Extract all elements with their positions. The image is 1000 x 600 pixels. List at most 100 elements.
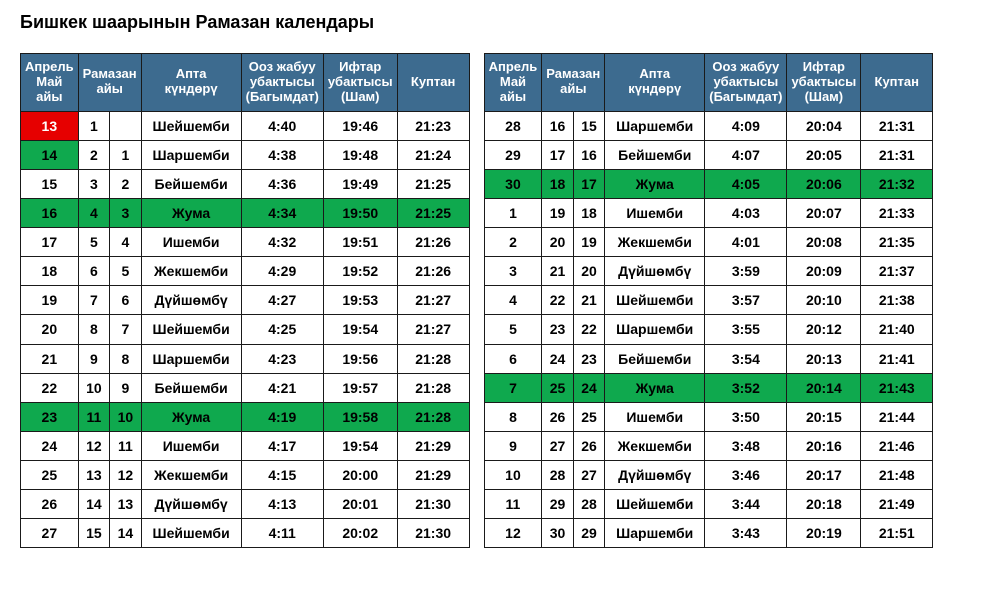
table-row: 82625Ишемби3:5020:1521:44 — [484, 402, 933, 431]
cell-suhur: 4:32 — [241, 228, 323, 257]
cell-kuptan: 21:29 — [397, 431, 469, 460]
table-row: 1643Жума4:3419:5021:25 — [21, 199, 470, 228]
cell-date: 5 — [484, 315, 542, 344]
cell-weekday: Шейшемби — [141, 519, 241, 548]
cell-weekday: Бейшемби — [605, 344, 705, 373]
cell-ram1: 17 — [542, 140, 573, 169]
cell-ram1: 15 — [78, 519, 109, 548]
table-row: 72524Жума3:5220:1421:43 — [484, 373, 933, 402]
cell-weekday: Шаршемби — [141, 344, 241, 373]
cell-suhur: 4:27 — [241, 286, 323, 315]
cell-ram2: 7 — [110, 315, 141, 344]
th-kuptan: Куптан — [861, 54, 933, 112]
cell-ram1: 23 — [542, 315, 573, 344]
cell-ram1: 5 — [78, 228, 109, 257]
cell-ram2: 26 — [573, 431, 604, 460]
cell-suhur: 4:01 — [705, 228, 787, 257]
cell-weekday: Дүйшөмбү — [141, 286, 241, 315]
calendar-tables: АпрельМайайы Рамазанайы Аптакүндөрү Ооз … — [20, 53, 980, 548]
cell-date: 17 — [21, 228, 79, 257]
table-row: 102827Дүйшөмбү3:4620:1721:48 — [484, 460, 933, 489]
cell-weekday: Дүйшөмбү — [605, 460, 705, 489]
cell-date: 2 — [484, 228, 542, 257]
cell-iftar: 20:01 — [323, 490, 397, 519]
cell-ram1: 9 — [78, 344, 109, 373]
cell-suhur: 3:46 — [705, 460, 787, 489]
cell-suhur: 4:40 — [241, 111, 323, 140]
cell-iftar: 19:48 — [323, 140, 397, 169]
cell-ram1: 11 — [78, 402, 109, 431]
cell-kuptan: 21:40 — [861, 315, 933, 344]
cell-iftar: 20:07 — [787, 199, 861, 228]
cell-kuptan: 21:28 — [397, 344, 469, 373]
cell-suhur: 3:48 — [705, 431, 787, 460]
cell-weekday: Бейшемби — [605, 140, 705, 169]
cell-weekday: Жекшемби — [605, 228, 705, 257]
cell-iftar: 19:49 — [323, 170, 397, 199]
cell-weekday: Шейшемби — [605, 286, 705, 315]
cell-ram1: 14 — [78, 490, 109, 519]
cell-date: 16 — [21, 199, 79, 228]
cell-kuptan: 21:51 — [861, 519, 933, 548]
cell-iftar: 20:00 — [323, 460, 397, 489]
cell-ram2: 21 — [573, 286, 604, 315]
cell-ram1: 28 — [542, 460, 573, 489]
cell-kuptan: 21:49 — [861, 490, 933, 519]
cell-kuptan: 21:37 — [861, 257, 933, 286]
cell-weekday: Шейшемби — [605, 490, 705, 519]
table-row: 32120Дүйшөмбү3:5920:0921:37 — [484, 257, 933, 286]
th-ramazan: Рамазанайы — [78, 54, 141, 112]
cell-weekday: Шейшемби — [141, 315, 241, 344]
cell-iftar: 20:15 — [787, 402, 861, 431]
cell-iftar: 20:12 — [787, 315, 861, 344]
cell-iftar: 19:52 — [323, 257, 397, 286]
cell-ram1: 12 — [78, 431, 109, 460]
cell-suhur: 4:11 — [241, 519, 323, 548]
th-suhur: Ооз жабууубактысы(Багымдат) — [241, 54, 323, 112]
cell-date: 14 — [21, 140, 79, 169]
th-iftar: Ифтарубактысы(Шам) — [323, 54, 397, 112]
cell-iftar: 20:17 — [787, 460, 861, 489]
cell-ram2: 9 — [110, 373, 141, 402]
cell-weekday: Жекшемби — [141, 257, 241, 286]
cell-ram1: 13 — [78, 460, 109, 489]
cell-date: 10 — [484, 460, 542, 489]
cell-date: 21 — [21, 344, 79, 373]
cell-ram2: 17 — [573, 170, 604, 199]
table-row: 1976Дүйшөмбү4:2719:5321:27 — [21, 286, 470, 315]
cell-weekday: Ишемби — [605, 402, 705, 431]
cell-kuptan: 21:28 — [397, 402, 469, 431]
page-title: Бишкек шаарынын Рамазан календары — [20, 12, 980, 33]
cell-weekday: Ишемби — [141, 431, 241, 460]
cell-weekday: Жума — [605, 170, 705, 199]
cell-suhur: 3:52 — [705, 373, 787, 402]
cell-iftar: 20:04 — [787, 111, 861, 140]
cell-date: 24 — [21, 431, 79, 460]
cell-ram1: 19 — [542, 199, 573, 228]
cell-date: 22 — [21, 373, 79, 402]
table-row: 271514Шейшемби4:1120:0221:30 — [21, 519, 470, 548]
cell-date: 27 — [21, 519, 79, 548]
cell-date: 4 — [484, 286, 542, 315]
table-row: 1421Шаршемби4:3819:4821:24 — [21, 140, 470, 169]
cell-kuptan: 21:46 — [861, 431, 933, 460]
cell-ram1: 4 — [78, 199, 109, 228]
cell-weekday: Ишемби — [141, 228, 241, 257]
cell-suhur: 4:09 — [705, 111, 787, 140]
cell-date: 9 — [484, 431, 542, 460]
cell-date: 25 — [21, 460, 79, 489]
table-row: 1865Жекшемби4:2919:5221:26 — [21, 257, 470, 286]
table-row: 22019Жекшемби4:0120:0821:35 — [484, 228, 933, 257]
cell-date: 29 — [484, 140, 542, 169]
cell-iftar: 19:58 — [323, 402, 397, 431]
cell-iftar: 19:51 — [323, 228, 397, 257]
cell-ram1: 18 — [542, 170, 573, 199]
cell-weekday: Бейшемби — [141, 373, 241, 402]
cell-date: 1 — [484, 199, 542, 228]
cell-suhur: 3:43 — [705, 519, 787, 548]
cell-weekday: Шаршемби — [605, 111, 705, 140]
cell-kuptan: 21:41 — [861, 344, 933, 373]
cell-iftar: 19:56 — [323, 344, 397, 373]
calendar-right: АпрельМайайы Рамазанайы Аптакүндөрү Ооз … — [484, 53, 934, 548]
cell-weekday: Дүйшөмбү — [141, 490, 241, 519]
